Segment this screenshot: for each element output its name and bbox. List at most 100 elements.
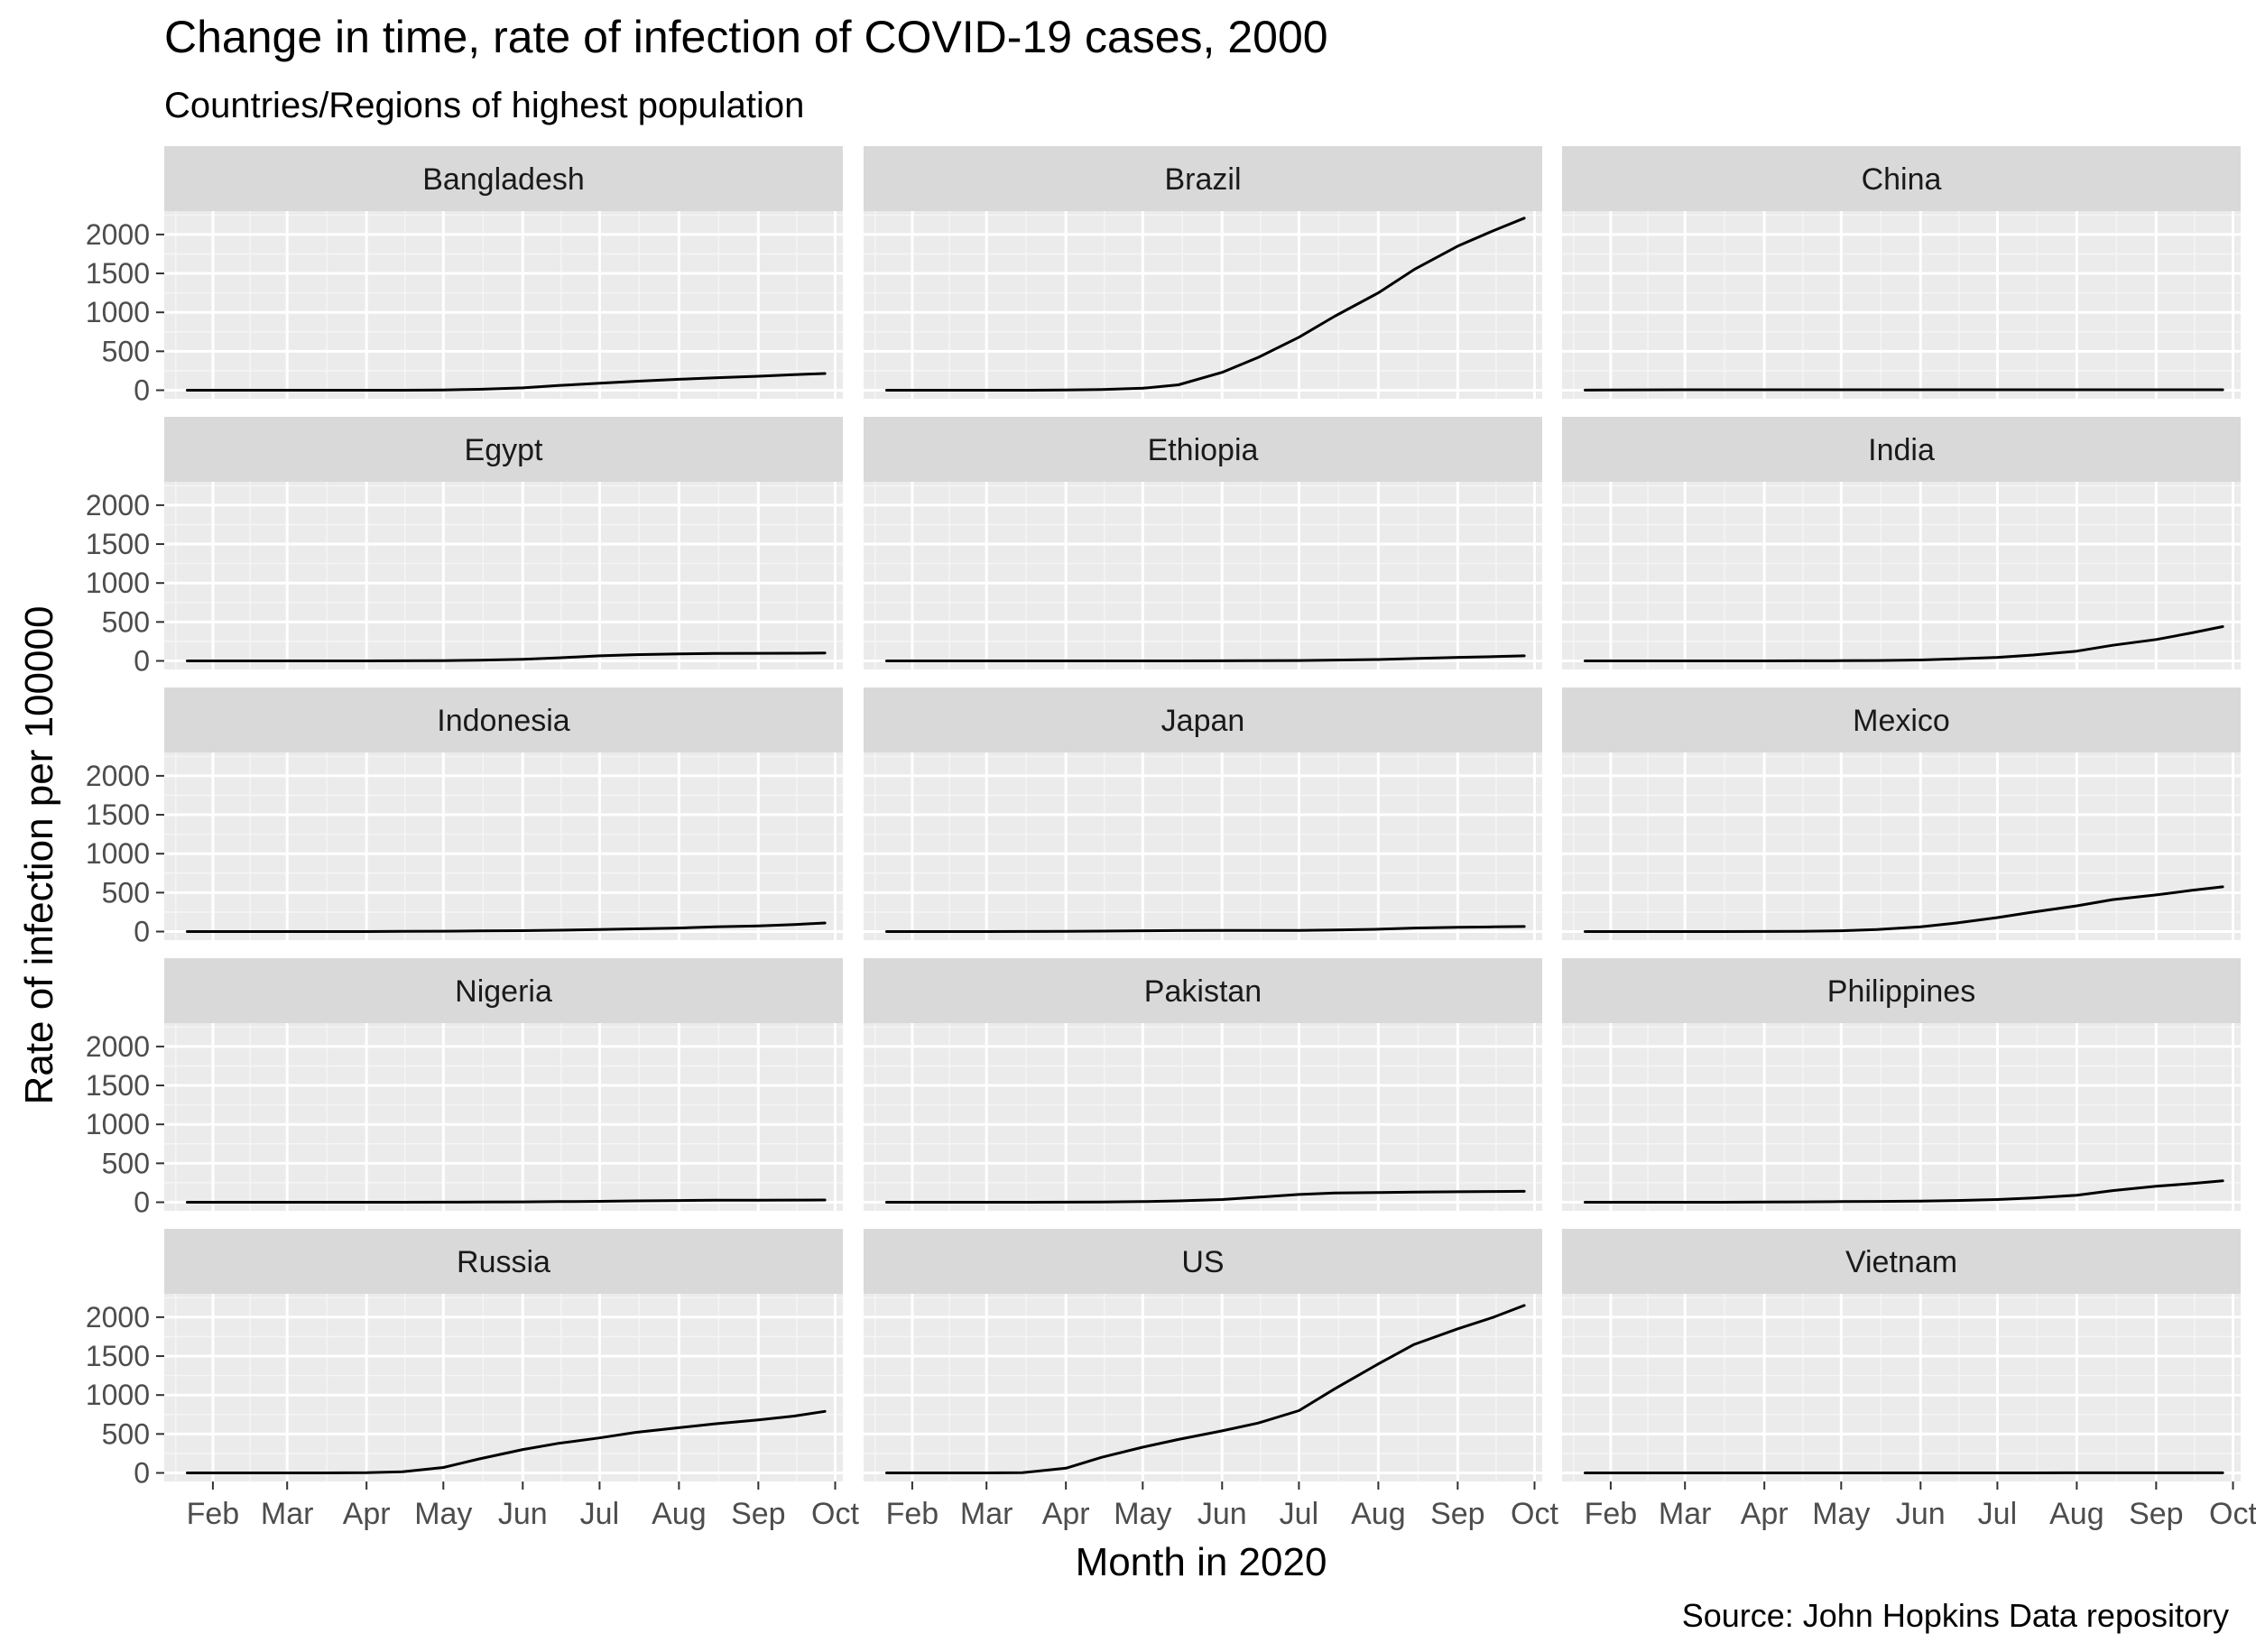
series-line-ethiopia: [885, 654, 1526, 662]
y-tick-label: 0: [134, 1186, 150, 1219]
panel-background: [1562, 1294, 2241, 1481]
x-tick-label: Sep: [1430, 1497, 1485, 1531]
facet-strip: [864, 146, 1542, 211]
x-tick-label: Feb: [886, 1497, 939, 1531]
panel-background: [164, 482, 843, 669]
y-tick-label: 2000: [86, 1030, 150, 1063]
y-tick-label: 0: [134, 645, 150, 678]
panel-background: [864, 211, 1542, 399]
x-tick-label: Mar: [261, 1497, 314, 1531]
facet-us: US Feb Mar Apr May Jun Jul Aug Sep Oct: [864, 1229, 1558, 1531]
y-tick-label: 2000: [86, 218, 150, 251]
facet-panels: Bangladesh 0 500 1000 1500 2000 Brazil China Egy…: [86, 146, 2256, 1531]
panel-background: [864, 482, 1542, 669]
y-tick-label: 2000: [86, 1301, 150, 1334]
facet-strip-label: Brazil: [1164, 162, 1241, 197]
facet-philippines: Philippines: [1562, 958, 2241, 1211]
facet-strip: [164, 146, 843, 211]
x-tick-label: May: [1812, 1497, 1870, 1531]
y-tick-label: 1000: [86, 296, 150, 328]
series-line-russia: [186, 1409, 827, 1474]
facet-egypt: Egypt 0 500 1000 1500 2000: [86, 417, 843, 678]
facet-strip: [1562, 1229, 2241, 1294]
facet-russia: Russia 0 500 1000 1500 2000 Feb Mar Apr May Jun Jul…: [86, 1229, 859, 1531]
y-tick-label: 500: [102, 335, 150, 367]
x-tick-label: Aug: [2049, 1497, 2104, 1531]
y-tick-label: 1500: [86, 1069, 150, 1102]
panel-background: [864, 752, 1542, 940]
y-tick-label: 0: [134, 916, 150, 948]
panel-background: [164, 1294, 843, 1481]
y-axis-title: Rate of infection per 100000: [17, 606, 61, 1105]
x-tick-label: May: [1114, 1497, 1171, 1531]
series-line-india: [1584, 625, 2224, 662]
x-tick-label: Jun: [498, 1497, 548, 1531]
panel-background: [1562, 211, 2241, 399]
facet-strip-label: India: [1868, 433, 1935, 467]
x-tick-label: Jul: [580, 1497, 619, 1531]
y-tick-label: 0: [134, 374, 150, 407]
x-tick-label: Oct: [811, 1497, 859, 1531]
facet-nigeria: Nigeria 0 500 1000 1500 2000: [86, 958, 843, 1219]
facet-strip-label: Indonesia: [437, 704, 570, 738]
panel-background: [864, 1023, 1542, 1211]
x-tick-label: Apr: [1042, 1497, 1090, 1531]
x-tick-label: Sep: [2129, 1497, 2184, 1531]
panel-background: [1562, 1023, 2241, 1211]
x-tick-label: Jul: [1280, 1497, 1318, 1531]
series-line-japan: [885, 925, 1526, 933]
series-line-nigeria: [186, 1198, 827, 1204]
x-tick-label: Jul: [1978, 1497, 2017, 1531]
series-line-us: [885, 1304, 1526, 1474]
panel-background: [1562, 752, 2241, 940]
facet-strip: [1562, 146, 2241, 211]
panel-background: [164, 752, 843, 940]
x-tick-label: Oct: [2209, 1497, 2256, 1531]
panel-background: [864, 1294, 1542, 1481]
facet-strip: [1562, 688, 2241, 752]
facet-mexico: Mexico: [1562, 688, 2241, 940]
series-line-bangladesh: [186, 372, 827, 392]
panel-background: [164, 1023, 843, 1211]
panel-background: [164, 211, 843, 399]
series-line-pakistan: [885, 1189, 1526, 1204]
chart-caption: Source: John Hopkins Data repository: [1682, 1597, 2229, 1634]
facet-strip-label: Nigeria: [455, 974, 552, 1009]
series-line-indonesia: [186, 921, 827, 933]
facet-china: China: [1562, 146, 2241, 399]
y-tick-label: 1500: [86, 257, 150, 290]
facet-india: India: [1562, 417, 2241, 669]
facet-strip: [1562, 958, 2241, 1023]
x-tick-label: Jun: [1896, 1497, 1946, 1531]
x-tick-label: Jun: [1197, 1497, 1247, 1531]
x-tick-label: Sep: [731, 1497, 786, 1531]
facet-strip-label: China: [1862, 162, 1942, 197]
x-tick-label: Aug: [652, 1497, 707, 1531]
facet-strip: [864, 417, 1542, 482]
series-line-egypt: [186, 651, 827, 662]
facet-vietnam: Vietnam Feb Mar Apr May Jun Jul Aug Sep Oct: [1562, 1229, 2256, 1531]
y-tick-label: 0: [134, 1457, 150, 1490]
facet-strip: [164, 688, 843, 752]
facet-strip: [864, 1229, 1542, 1294]
facet-pakistan: Pakistan: [864, 958, 1542, 1211]
facet-ethiopia: Ethiopia: [864, 417, 1542, 669]
y-tick-label: 1000: [86, 567, 150, 599]
facet-strip-label: Ethiopia: [1148, 433, 1259, 467]
series-line-philippines: [1584, 1179, 2224, 1204]
facet-japan: Japan: [864, 688, 1542, 940]
y-tick-label: 500: [102, 605, 150, 638]
y-tick-label: 1500: [86, 528, 150, 560]
series-line-brazil: [885, 217, 1526, 392]
y-tick-label: 1000: [86, 1379, 150, 1411]
x-tick-label: Mar: [1659, 1497, 1712, 1531]
facet-brazil: Brazil: [864, 146, 1542, 399]
x-tick-label: Oct: [1511, 1497, 1558, 1531]
x-tick-label: May: [414, 1497, 472, 1531]
facet-strip: [164, 958, 843, 1023]
facet-bangladesh: Bangladesh 0 500 1000 1500 2000: [86, 146, 843, 407]
facet-strip-label: Japan: [1161, 704, 1245, 738]
x-tick-label: Apr: [1741, 1497, 1789, 1531]
y-tick-label: 2000: [86, 489, 150, 521]
facet-strip-label: Russia: [457, 1245, 550, 1279]
